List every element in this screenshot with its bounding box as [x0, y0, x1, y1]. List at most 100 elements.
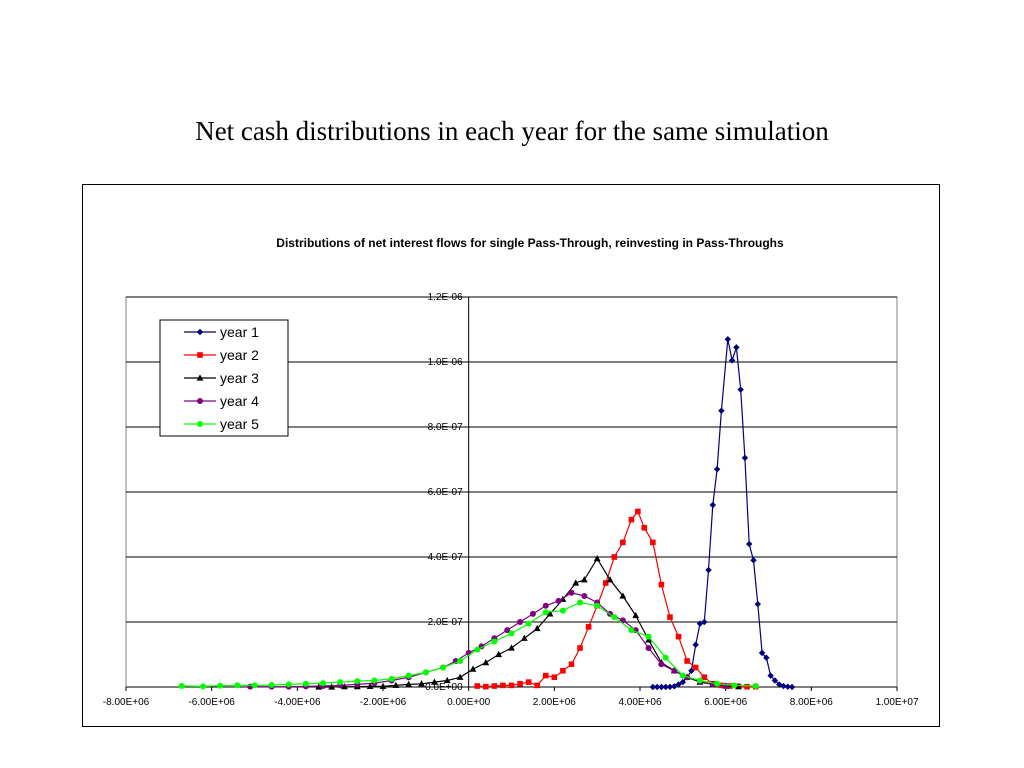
data-point	[731, 682, 738, 689]
data-point	[197, 352, 203, 358]
data-point	[439, 664, 446, 671]
data-point	[692, 664, 699, 671]
data-point	[594, 602, 601, 609]
data-point	[577, 645, 583, 651]
y-tick-label: 1.0E-06	[428, 357, 463, 368]
data-point	[482, 659, 490, 666]
data-point	[713, 466, 721, 473]
data-point	[234, 682, 241, 689]
data-point	[500, 682, 506, 689]
data-point	[606, 576, 614, 583]
data-point	[572, 579, 580, 586]
data-point	[491, 638, 498, 645]
legend-label: year 5	[220, 416, 259, 432]
data-point	[568, 661, 575, 668]
data-point	[619, 592, 627, 599]
data-point	[724, 336, 732, 343]
x-tick-label: -4.00E+06	[274, 697, 321, 708]
data-point	[658, 683, 665, 691]
data-point	[649, 683, 657, 691]
data-point	[388, 675, 395, 682]
legend-item: year 3	[184, 370, 259, 386]
data-point	[491, 683, 498, 689]
data-point	[456, 673, 464, 680]
data-point	[593, 555, 601, 562]
data-point	[662, 654, 669, 661]
data-point	[701, 618, 708, 626]
data-point	[431, 678, 438, 685]
data-point	[746, 540, 753, 548]
data-point	[620, 539, 626, 546]
data-point	[320, 680, 327, 687]
data-point	[763, 654, 770, 661]
x-tick-label: 4.00E+06	[618, 697, 662, 708]
data-point	[701, 674, 708, 681]
data-point	[568, 589, 575, 596]
data-point	[197, 398, 203, 404]
data-point	[517, 619, 524, 625]
x-tick-label: 1.00E+07	[875, 697, 919, 708]
data-point	[718, 407, 725, 414]
data-point	[666, 683, 674, 691]
data-point	[268, 682, 275, 689]
data-point	[679, 678, 687, 686]
data-point	[517, 680, 523, 687]
data-point	[457, 658, 464, 664]
data-point	[667, 614, 673, 620]
chart-svg: Distributions of net interest flows for …	[103, 236, 919, 708]
legend: year 1 year 2 year 3 year 4 year 5	[159, 319, 289, 437]
data-point	[788, 683, 796, 691]
series-line	[181, 601, 756, 688]
series-year-1	[649, 336, 796, 691]
data-point	[752, 683, 759, 690]
data-point	[658, 581, 665, 588]
data-point	[551, 674, 558, 681]
legend-item: year 4	[184, 393, 259, 409]
series-layer	[178, 336, 796, 691]
data-point	[542, 672, 549, 679]
data-point	[737, 386, 744, 393]
legend-label: year 4	[220, 393, 259, 409]
data-point	[602, 580, 609, 586]
data-point	[767, 672, 774, 679]
series-line	[250, 592, 726, 688]
series-year-3	[315, 555, 742, 690]
data-point	[628, 516, 635, 523]
data-point	[534, 682, 540, 689]
data-point	[495, 650, 503, 658]
data-point	[217, 682, 224, 689]
chart-title: Distributions of net interest flows for …	[276, 236, 784, 250]
data-point	[684, 658, 690, 664]
data-point	[533, 624, 541, 632]
data-point	[611, 614, 618, 621]
data-point	[405, 680, 413, 687]
y-tick-label: 6.0E-07	[428, 487, 463, 498]
series-year-2	[474, 508, 759, 690]
data-point	[418, 680, 425, 687]
data-point	[197, 421, 203, 427]
data-point	[525, 620, 532, 627]
data-point	[635, 508, 641, 515]
data-point	[366, 682, 374, 689]
y-tick-label: 2.0E-07	[428, 617, 463, 628]
legend-label: year 2	[220, 347, 259, 363]
data-point	[611, 554, 618, 560]
data-point	[750, 557, 757, 564]
x-tick-label: 0.00E+00	[447, 697, 491, 708]
legend-item: year 1	[184, 324, 259, 340]
data-point	[285, 681, 292, 688]
data-point	[662, 683, 669, 691]
data-point	[671, 667, 678, 674]
data-point	[196, 328, 204, 336]
slide-title: Net cash distributions in each year for …	[195, 116, 829, 146]
data-point	[529, 610, 536, 617]
data-point	[709, 501, 717, 509]
data-point	[405, 672, 412, 679]
y-tick-label: 8.0E-07	[428, 422, 463, 433]
data-point	[178, 683, 185, 690]
data-point	[696, 677, 703, 684]
data-point	[483, 683, 489, 690]
data-point	[504, 627, 511, 634]
data-point	[780, 682, 787, 690]
x-tick-label: -8.00E+06	[103, 697, 150, 708]
